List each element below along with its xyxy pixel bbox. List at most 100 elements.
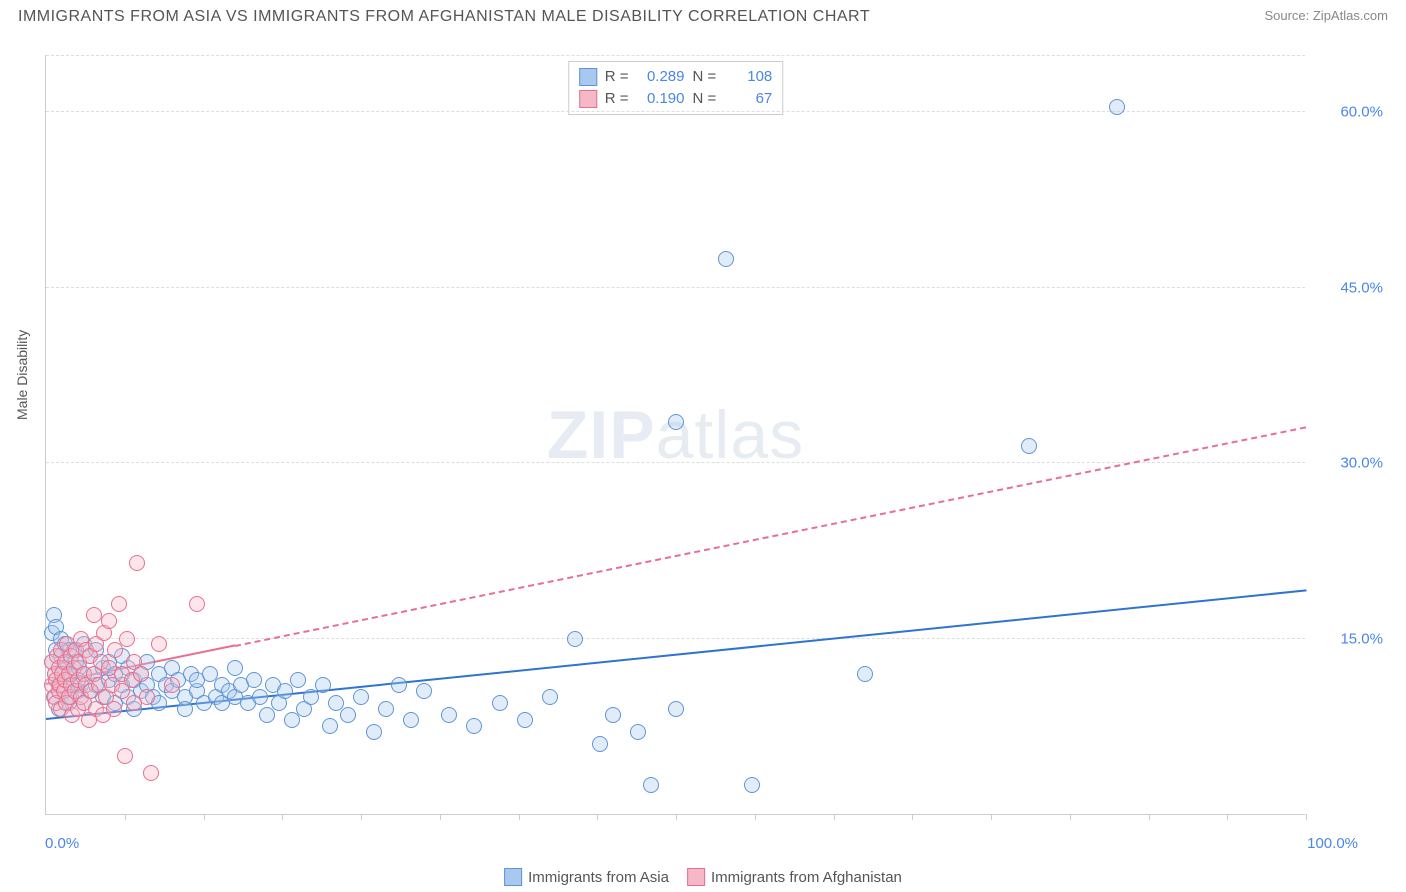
n-label: N = xyxy=(693,66,717,88)
r-label: R = xyxy=(605,88,629,110)
x-axis-min-label: 0.0% xyxy=(45,835,79,852)
x-tick xyxy=(440,814,441,820)
r-label: R = xyxy=(605,66,629,88)
x-tick xyxy=(519,814,520,820)
data-point-asia xyxy=(277,683,293,699)
data-point-asia xyxy=(718,251,734,267)
data-point-asia xyxy=(1109,99,1125,115)
data-point-asia xyxy=(492,695,508,711)
data-point-afghanistan xyxy=(151,636,167,652)
x-tick xyxy=(1149,814,1150,820)
scatter-plot-area: ZIPatlas R = 0.289 N = 108 R = 0.190 N =… xyxy=(45,55,1305,815)
data-point-afghanistan xyxy=(143,765,159,781)
data-point-asia xyxy=(605,707,621,723)
data-point-asia xyxy=(630,724,646,740)
x-tick xyxy=(361,814,362,820)
trend-line-afghanistan xyxy=(235,426,1306,647)
legend-row-asia: R = 0.289 N = 108 xyxy=(579,66,773,88)
legend-row-afghanistan: R = 0.190 N = 67 xyxy=(579,88,773,110)
watermark-atlas: atlas xyxy=(656,397,805,473)
data-point-asia xyxy=(246,672,262,688)
n-label: N = xyxy=(693,88,717,110)
data-point-asia xyxy=(259,707,275,723)
chart-title: IMMIGRANTS FROM ASIA VS IMMIGRANTS FROM … xyxy=(18,8,870,26)
data-point-afghanistan xyxy=(86,607,102,623)
data-point-asia xyxy=(416,683,432,699)
data-point-asia xyxy=(284,712,300,728)
legend-label-asia: Immigrants from Asia xyxy=(528,869,669,886)
source-attribution: Source: ZipAtlas.com xyxy=(1264,8,1388,23)
data-point-afghanistan xyxy=(139,689,155,705)
data-point-afghanistan xyxy=(119,631,135,647)
data-point-asia xyxy=(322,718,338,734)
x-tick xyxy=(755,814,756,820)
data-point-asia xyxy=(857,666,873,682)
data-point-afghanistan xyxy=(117,748,133,764)
gridline xyxy=(46,55,1305,56)
n-value-afghanistan: 67 xyxy=(724,88,772,110)
data-point-asia xyxy=(668,414,684,430)
data-point-asia xyxy=(177,701,193,717)
legend-item-afghanistan: Immigrants from Afghanistan xyxy=(687,868,902,886)
x-tick xyxy=(125,814,126,820)
y-tick-label: 45.0% xyxy=(1313,279,1383,296)
data-point-asia xyxy=(353,689,369,705)
data-point-asia xyxy=(592,736,608,752)
data-point-asia xyxy=(391,677,407,693)
legend-swatch-afghanistan xyxy=(579,90,597,108)
legend-item-asia: Immigrants from Asia xyxy=(504,868,669,886)
data-point-asia xyxy=(290,672,306,688)
x-tick xyxy=(1070,814,1071,820)
gridline xyxy=(46,287,1305,288)
gridline xyxy=(46,638,1305,639)
data-point-asia xyxy=(403,712,419,728)
y-tick-label: 30.0% xyxy=(1313,455,1383,472)
data-point-asia xyxy=(340,707,356,723)
n-value-asia: 108 xyxy=(724,66,772,88)
correlation-legend: R = 0.289 N = 108 R = 0.190 N = 67 xyxy=(568,61,784,115)
x-tick xyxy=(1227,814,1228,820)
y-tick-label: 15.0% xyxy=(1313,630,1383,647)
r-value-afghanistan: 0.190 xyxy=(637,88,685,110)
r-value-asia: 0.289 xyxy=(637,66,685,88)
data-point-asia xyxy=(542,689,558,705)
x-tick xyxy=(991,814,992,820)
data-point-asia xyxy=(1021,438,1037,454)
series-legend: Immigrants from Asia Immigrants from Afg… xyxy=(504,868,902,886)
data-point-asia xyxy=(567,631,583,647)
data-point-afghanistan xyxy=(101,613,117,629)
data-point-asia xyxy=(378,701,394,717)
data-point-asia xyxy=(303,689,319,705)
source-name: ZipAtlas.com xyxy=(1313,8,1388,23)
data-point-asia xyxy=(668,701,684,717)
watermark-zip: ZIP xyxy=(547,397,656,473)
data-point-asia xyxy=(466,718,482,734)
chart-header: IMMIGRANTS FROM ASIA VS IMMIGRANTS FROM … xyxy=(0,0,1406,26)
source-prefix: Source: xyxy=(1264,8,1312,23)
x-tick xyxy=(676,814,677,820)
data-point-asia xyxy=(744,777,760,793)
data-point-asia xyxy=(517,712,533,728)
x-tick xyxy=(912,814,913,820)
gridline xyxy=(46,462,1305,463)
data-point-afghanistan xyxy=(111,596,127,612)
data-point-afghanistan xyxy=(133,666,149,682)
x-tick xyxy=(834,814,835,820)
data-point-afghanistan xyxy=(189,596,205,612)
x-tick xyxy=(282,814,283,820)
legend-label-afghanistan: Immigrants from Afghanistan xyxy=(711,869,902,886)
data-point-afghanistan xyxy=(106,701,122,717)
data-point-afghanistan xyxy=(164,677,180,693)
legend-swatch-bottom-afghanistan xyxy=(687,868,705,886)
x-tick xyxy=(1306,814,1307,820)
data-point-asia xyxy=(315,677,331,693)
legend-swatch-asia xyxy=(579,68,597,86)
data-point-asia xyxy=(643,777,659,793)
data-point-asia xyxy=(366,724,382,740)
y-tick-label: 60.0% xyxy=(1313,104,1383,121)
data-point-asia xyxy=(227,660,243,676)
x-tick xyxy=(204,814,205,820)
legend-swatch-bottom-asia xyxy=(504,868,522,886)
data-point-asia xyxy=(441,707,457,723)
data-point-asia xyxy=(252,689,268,705)
